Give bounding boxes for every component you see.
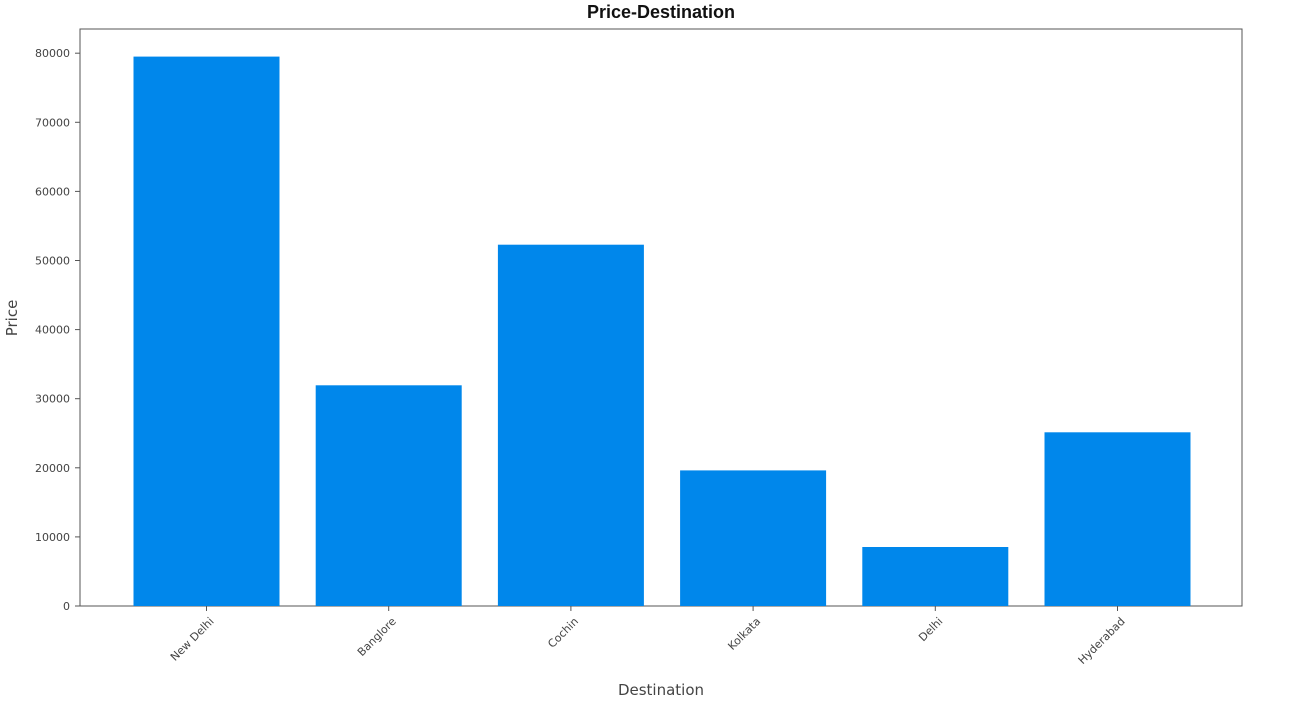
y-tick-label: 20000: [35, 462, 70, 475]
x-tick-label: Delhi: [916, 615, 945, 644]
bar-banglore: [315, 385, 462, 606]
y-axis: 0 10000 20000 30000 40000 50000 60000 70000 8000…: [35, 47, 80, 613]
x-axis: New Delhi Banglore Cochin Kolkata Delhi Hyder…: [168, 606, 1128, 667]
y-tick-label: 70000: [35, 116, 70, 129]
bar-delhi: [862, 547, 1009, 606]
x-tick-label: Hyderabad: [1076, 615, 1128, 667]
y-tick-label: 0: [63, 600, 70, 613]
chart-title: Price-Destination: [587, 2, 735, 22]
x-tick-label: Banglore: [355, 615, 399, 659]
y-tick-label: 40000: [35, 324, 70, 337]
bars-group: [133, 56, 1191, 607]
y-tick-label: 10000: [35, 531, 70, 544]
x-tick-label: Cochin: [545, 615, 581, 651]
x-tick-label: Kolkata: [725, 615, 763, 653]
y-tick-label: 30000: [35, 393, 70, 406]
y-tick-label: 60000: [35, 185, 70, 198]
bar-hyderabad: [1044, 432, 1191, 606]
y-tick-label: 50000: [35, 254, 70, 267]
bar-new-delhi: [133, 56, 280, 607]
y-tick-label: 80000: [35, 47, 70, 60]
bar-kolkata: [680, 470, 827, 606]
x-tick-label: New Delhi: [168, 615, 217, 664]
bar-cochin: [497, 244, 644, 606]
x-axis-label: Destination: [618, 681, 704, 699]
plot-frame: [79, 28, 1243, 607]
y-axis-label: Price: [3, 300, 21, 337]
